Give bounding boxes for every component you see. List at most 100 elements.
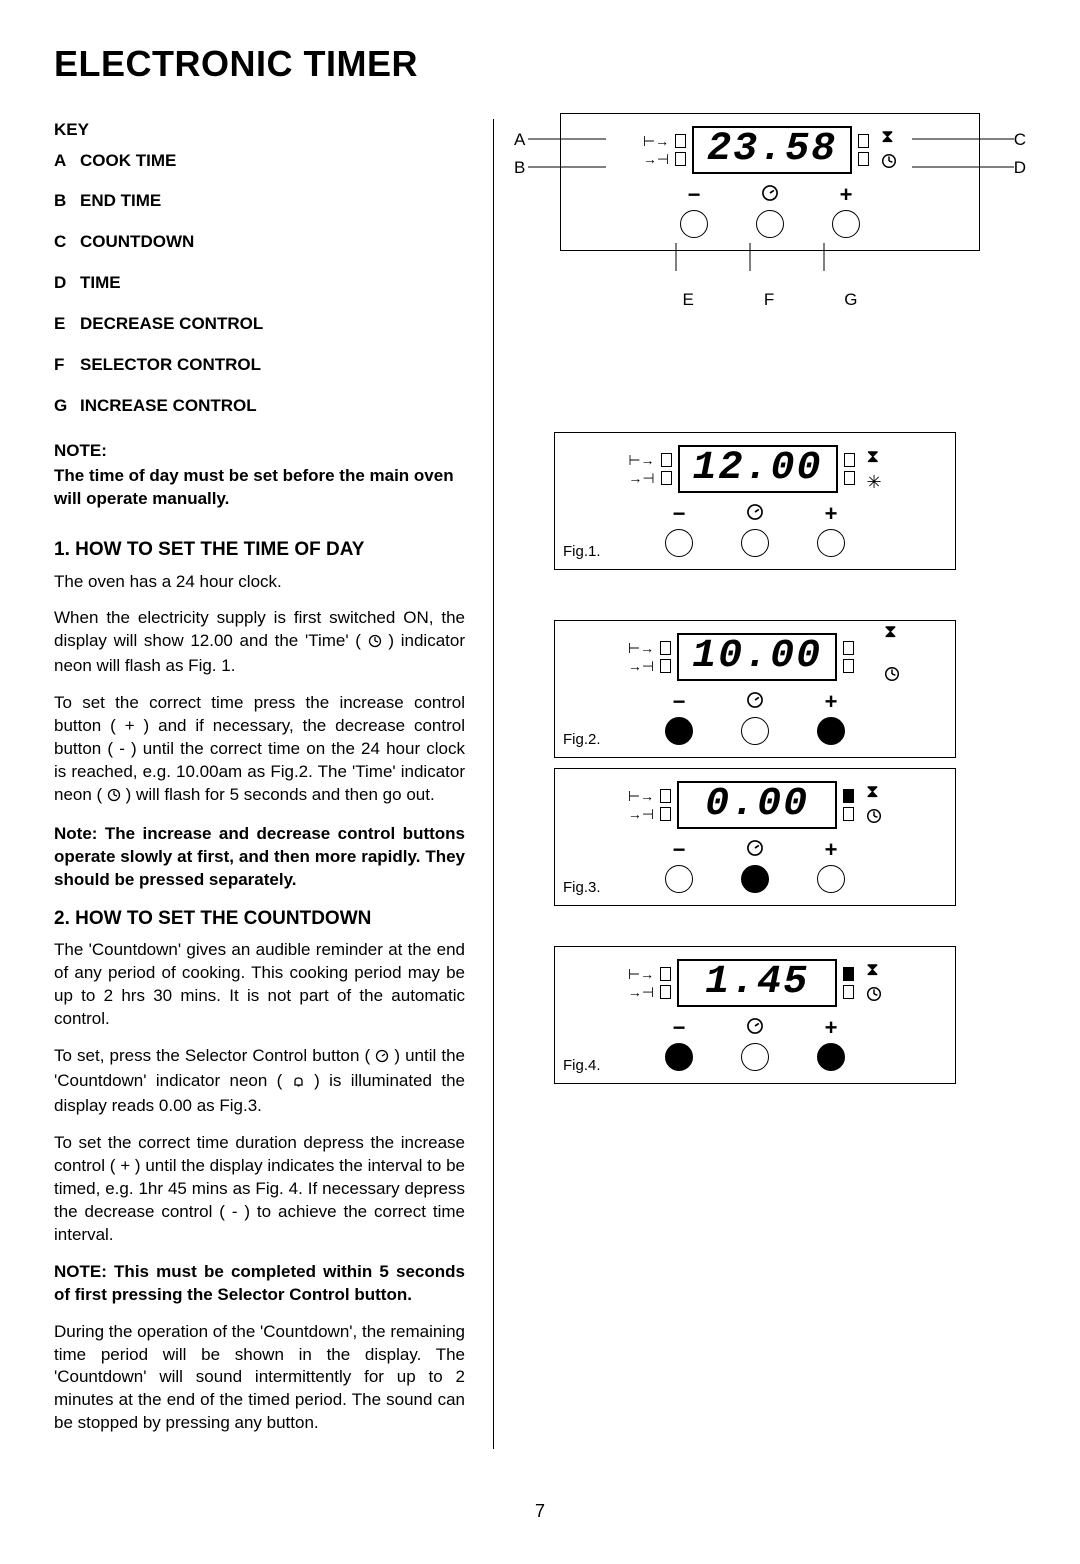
control-button: [741, 865, 769, 893]
selector-control[interactable]: [741, 839, 769, 893]
left-indicator-boxes: [660, 967, 671, 999]
right-status-icons: ⧗: [866, 960, 882, 1005]
key-letter: G: [54, 395, 80, 418]
control-button: [817, 529, 845, 557]
plus-icon: +: [825, 839, 838, 861]
selector-control[interactable]: [741, 1017, 769, 1071]
key-letter: F: [54, 354, 80, 377]
clock-icon: [866, 808, 882, 827]
indicator-box: [660, 807, 671, 821]
control-button: [741, 529, 769, 557]
page-title: ELECTRONIC TIMER: [54, 40, 1026, 89]
indicator-box: [843, 807, 854, 821]
increase-control[interactable]: +: [817, 691, 845, 745]
plus-icon: +: [825, 503, 838, 525]
increase-control[interactable]: +: [817, 503, 845, 557]
timer-display-row: ⊢→→⊣ 12.00 ⧗✳: [571, 445, 939, 493]
section-1-heading: 1. HOW TO SET THE TIME OF DAY: [54, 537, 465, 563]
minus-icon: −: [673, 503, 686, 525]
main-diagram: A B C D ⊢→ →⊣ 23.58: [514, 113, 1026, 312]
section-2-p3: To set the correct time duration depress…: [54, 1132, 465, 1247]
selector-icon: [746, 691, 764, 713]
indicator-box: [660, 789, 671, 803]
cook-time-arrow-icon: ⊢→: [628, 641, 654, 655]
minus-icon: −: [673, 839, 686, 861]
section-1-p1: The oven has a 24 hour clock.: [54, 571, 465, 594]
two-column-layout: KEY ACOOK TIME BEND TIME CCOUNTDOWN DTIM…: [54, 119, 1026, 1450]
callout-g: G: [844, 289, 857, 312]
decrease-control[interactable]: −: [665, 839, 693, 893]
selector-icon: [761, 184, 779, 206]
key-label: COOK TIME: [80, 151, 176, 170]
section-2-p4: During the operation of the 'Countdown',…: [54, 1321, 465, 1436]
key-label: INCREASE CONTROL: [80, 396, 257, 415]
decrease-control[interactable]: −: [680, 184, 708, 238]
left-arrow-icons: ⊢→→⊣: [628, 453, 654, 485]
control-button: [832, 210, 860, 238]
indicator-box: [843, 659, 854, 673]
selector-control[interactable]: [741, 691, 769, 745]
right-indicator-boxes: [858, 134, 869, 166]
section-2-note: NOTE: This must be completed within 5 se…: [54, 1261, 465, 1307]
figure-label: Fig.2.: [563, 730, 601, 750]
hourglass-icon: ⧗: [867, 447, 882, 465]
lcd-display: 10.00: [677, 633, 837, 681]
minus-icon: −: [673, 1017, 686, 1039]
left-arrow-icons: ⊢→→⊣: [628, 641, 654, 673]
control-button: [741, 1043, 769, 1071]
end-time-arrow-icon: →⊣: [628, 985, 654, 999]
decrease-control[interactable]: −: [665, 691, 693, 745]
selector-control[interactable]: [741, 503, 769, 557]
hourglass-icon: ⧗: [881, 127, 897, 145]
selector-control[interactable]: [756, 184, 784, 238]
indicator-box-lit: [843, 967, 854, 981]
left-indicator-boxes: [660, 789, 671, 821]
indicator-box: [661, 453, 672, 467]
section-2-p2: To set, press the Selector Control butto…: [54, 1045, 465, 1118]
text-fragment: ) will flash for 5 seconds and then go o…: [121, 785, 435, 804]
indicator-box-lit: [843, 789, 854, 803]
right-indicator-boxes: [843, 967, 854, 999]
callout-f: F: [764, 289, 774, 312]
key-item: FSELECTOR CONTROL: [54, 354, 465, 377]
page-number: 7: [54, 1499, 1026, 1523]
increase-control[interactable]: +: [832, 184, 860, 238]
hourglass-icon: ⧗: [866, 782, 882, 800]
decrease-control[interactable]: −: [665, 503, 693, 557]
key-item: ACOOK TIME: [54, 150, 465, 173]
hourglass-icon: ⧗: [884, 622, 900, 640]
timer-display-row: ⊢→ →⊣ 23.58 ⧗: [577, 126, 963, 174]
end-time-arrow-icon: →⊣: [628, 807, 654, 821]
fig4-panel: ⊢→→⊣ 1.45 ⧗ − + Fig.4.: [554, 946, 956, 1084]
left-arrow-icons: ⊢→→⊣: [628, 967, 654, 999]
control-button: [741, 717, 769, 745]
bell-icon: [292, 1072, 305, 1095]
right-status-icons: ⧗: [884, 622, 900, 667]
controls-row: − +: [577, 184, 963, 238]
control-button: [680, 210, 708, 238]
key-label: SELECTOR CONTROL: [80, 355, 261, 374]
lcd-display: 12.00: [678, 445, 838, 493]
indicator-box: [675, 134, 686, 148]
indicator-box: [661, 471, 672, 485]
note-heading: NOTE:: [54, 440, 465, 463]
decrease-control[interactable]: −: [665, 1017, 693, 1071]
timer-display-row: ⊢→→⊣ 0.00 ⧗: [571, 781, 939, 829]
text-fragment: To set, press the Selector Control butto…: [54, 1046, 375, 1065]
indicator-box: [660, 967, 671, 981]
controls-row: − +: [571, 839, 939, 893]
indicator-box: [843, 641, 854, 655]
control-button: [665, 529, 693, 557]
minus-icon: −: [688, 184, 701, 206]
right-indicator-boxes: [843, 789, 854, 821]
timer-panel-main: ⊢→ →⊣ 23.58 ⧗ − +: [560, 113, 980, 251]
plus-icon: +: [825, 1017, 838, 1039]
key-letter: D: [54, 272, 80, 295]
plus-icon: +: [840, 184, 853, 206]
increase-control[interactable]: +: [817, 839, 845, 893]
cook-time-arrow-icon: ⊢→: [628, 453, 654, 467]
increase-control[interactable]: +: [817, 1017, 845, 1071]
selector-icon: [375, 1047, 389, 1070]
figure-label: Fig.3.: [563, 878, 601, 898]
indicator-box: [660, 985, 671, 999]
